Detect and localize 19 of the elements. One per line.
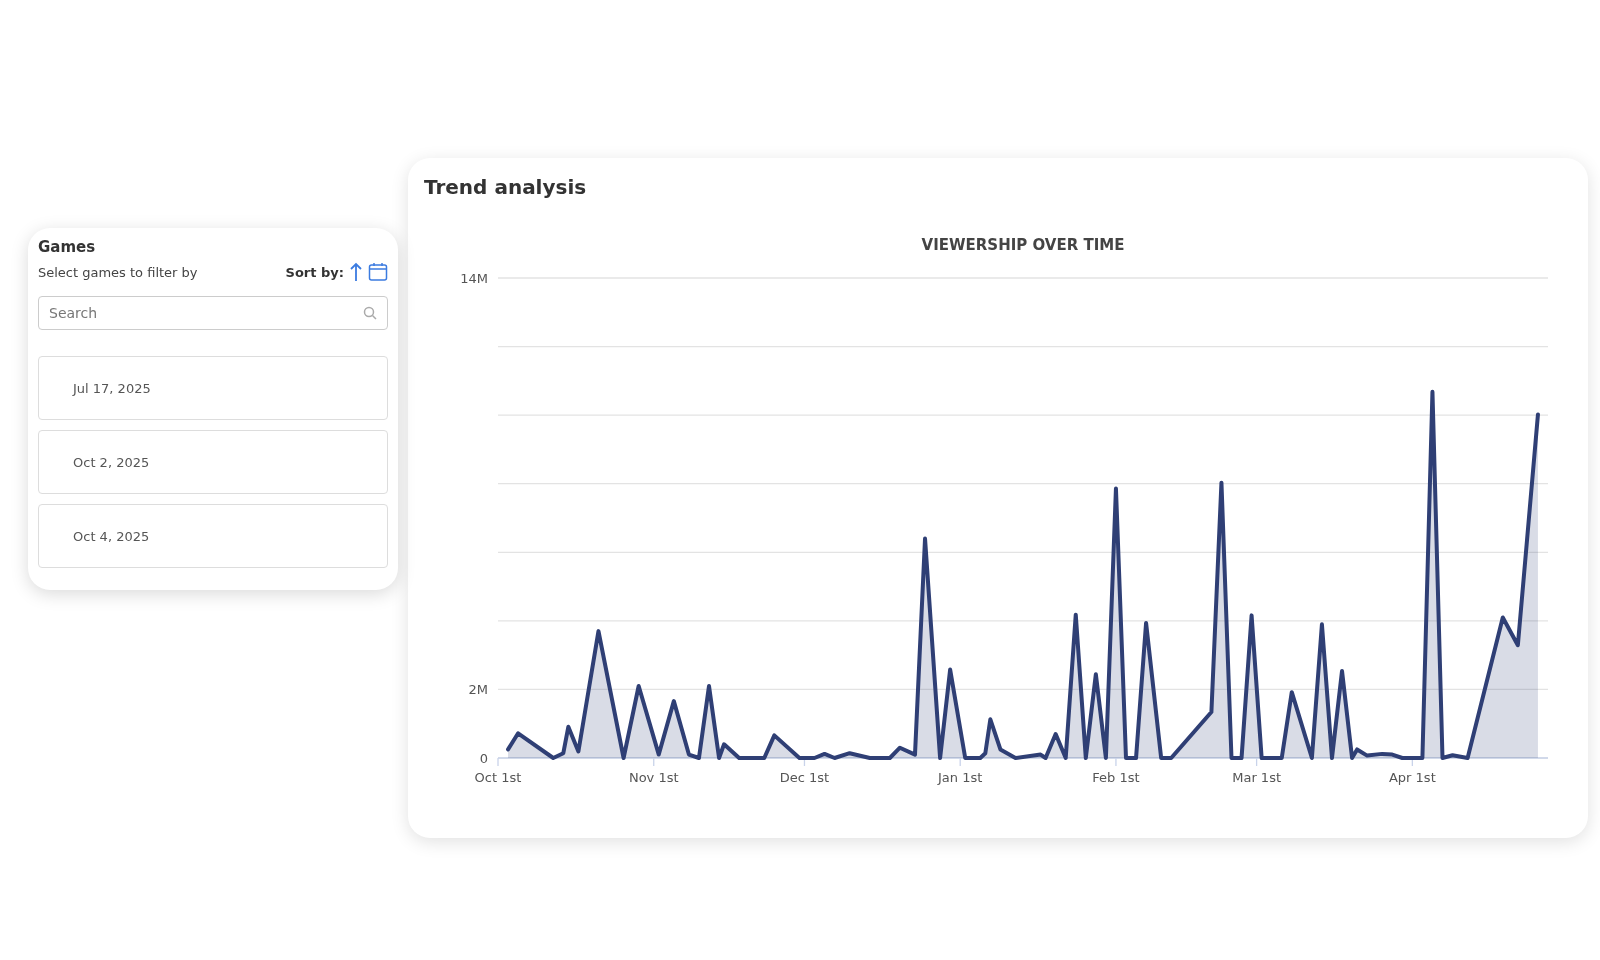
y-tick-label: 14M — [460, 270, 488, 286]
y-tick-label: 0 — [479, 750, 488, 766]
text: Select games to filter by — [38, 264, 198, 280]
text: Oct 4, 2025 — [73, 528, 150, 544]
y-tick-label: 2M — [468, 681, 488, 697]
chart-subtitle: VIEWERSHIP OVER TIME — [921, 236, 1125, 254]
x-tick-label: Feb 1st — [1092, 770, 1140, 785]
text: Sort by: — [285, 264, 344, 280]
text: Search — [49, 305, 98, 321]
x-tick-label: Nov 1st — [628, 770, 679, 785]
x-tick-label: Dec 1st — [779, 770, 830, 785]
x-tick-label: Oct 1st — [474, 770, 522, 785]
x-tick-label: Mar 1st — [1232, 770, 1282, 785]
x-tick-label: Apr 1st — [1388, 770, 1436, 785]
text: Jul 17, 2025 — [73, 380, 151, 396]
text: Oct 2, 2025 — [73, 454, 150, 470]
chart-title: Trend analysis — [424, 175, 587, 199]
x-tick-label: Jan 1st — [937, 770, 983, 785]
text: Games — [38, 238, 97, 256]
